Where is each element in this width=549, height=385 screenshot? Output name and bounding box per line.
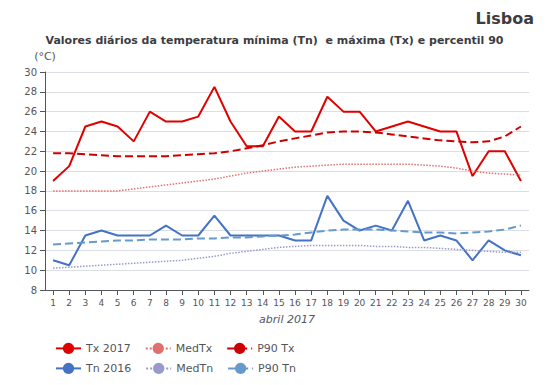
svg-text:2: 2	[66, 298, 72, 308]
svg-text:20: 20	[24, 166, 37, 177]
svg-text:P90 Tn: P90 Tn	[258, 362, 296, 375]
svg-text:9: 9	[179, 298, 185, 308]
svg-text:28: 28	[483, 298, 495, 308]
svg-text:18: 18	[322, 298, 334, 308]
svg-text:22: 22	[24, 146, 37, 157]
svg-text:5: 5	[115, 298, 121, 308]
svg-text:26: 26	[24, 106, 37, 117]
svg-text:abril 2017: abril 2017	[259, 313, 315, 326]
svg-text:30: 30	[515, 298, 527, 308]
svg-text:10: 10	[24, 265, 37, 276]
svg-text:16: 16	[24, 205, 37, 216]
svg-text:26: 26	[451, 298, 463, 308]
svg-text:27: 27	[467, 298, 478, 308]
svg-text:21: 21	[370, 298, 381, 308]
svg-text:Lisboa: Lisboa	[476, 9, 534, 28]
svg-text:MedTx: MedTx	[176, 342, 213, 355]
svg-text:1: 1	[50, 298, 56, 308]
svg-text:10: 10	[193, 298, 205, 308]
svg-text:Tn 2016: Tn 2016	[85, 362, 131, 375]
svg-text:22: 22	[386, 298, 397, 308]
svg-text:29: 29	[499, 298, 511, 308]
svg-text:14: 14	[24, 225, 37, 236]
svg-text:3: 3	[82, 298, 88, 308]
svg-text:19: 19	[338, 298, 350, 308]
svg-text:4: 4	[99, 298, 105, 308]
svg-text:12: 12	[225, 298, 236, 308]
svg-text:14: 14	[257, 298, 269, 308]
svg-text:23: 23	[402, 298, 413, 308]
svg-text:12: 12	[24, 245, 37, 256]
svg-text:18: 18	[24, 185, 37, 196]
svg-text:24: 24	[24, 126, 37, 137]
svg-text:(°C): (°C)	[34, 50, 56, 63]
svg-text:MedTn: MedTn	[176, 362, 213, 375]
svg-text:11: 11	[209, 298, 220, 308]
svg-text:13: 13	[241, 298, 252, 308]
svg-text:7: 7	[147, 298, 153, 308]
svg-text:28: 28	[24, 86, 37, 97]
svg-text:24: 24	[418, 298, 430, 308]
svg-text:6: 6	[131, 298, 137, 308]
svg-text:15: 15	[273, 298, 284, 308]
svg-text:20: 20	[354, 298, 366, 308]
svg-text:8: 8	[163, 298, 169, 308]
svg-text:Tx 2017: Tx 2017	[85, 342, 131, 355]
svg-text:25: 25	[435, 298, 446, 308]
svg-text:16: 16	[289, 298, 301, 308]
svg-text:Valores diários da temperatura: Valores diários da temperatura mínima (T…	[45, 34, 503, 47]
svg-text:8: 8	[31, 285, 37, 296]
svg-text:P90 Tx: P90 Tx	[257, 342, 295, 355]
svg-text:30: 30	[24, 67, 37, 78]
svg-text:17: 17	[305, 298, 316, 308]
